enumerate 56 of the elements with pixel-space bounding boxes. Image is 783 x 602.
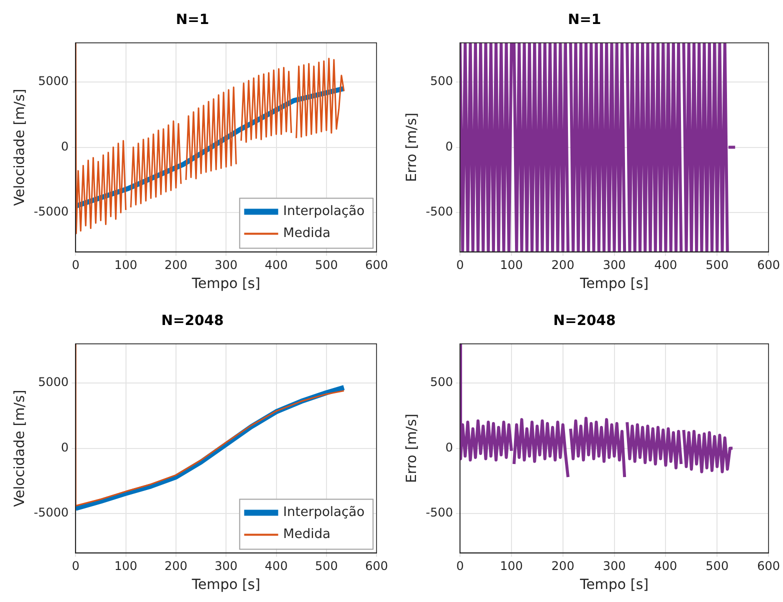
y-tick-label: -5000 bbox=[34, 204, 69, 219]
y-tick-label: -500 bbox=[426, 506, 454, 520]
x-tick-label: 100 bbox=[500, 258, 523, 272]
chart-title: N=2048 bbox=[161, 313, 224, 330]
y-tick-label: -5000 bbox=[34, 506, 69, 520]
x-tick-label: 300 bbox=[214, 258, 238, 272]
x-tick-label: 200 bbox=[551, 258, 574, 272]
y-tick-label: 5000 bbox=[38, 74, 69, 88]
y-tick-label: 500 bbox=[430, 375, 454, 390]
x-axis-title: Tempo [s] bbox=[190, 276, 260, 292]
x-tick-label: 500 bbox=[314, 258, 338, 272]
y-tick-label: 5000 bbox=[38, 375, 69, 390]
y-axis-title: Velocidade [m/s] bbox=[12, 88, 28, 206]
x-tick-label: 500 bbox=[706, 559, 729, 574]
y-axis-title: Velocidade [m/s] bbox=[12, 390, 28, 507]
x-tick-label: 200 bbox=[164, 559, 188, 574]
x-tick-label: 400 bbox=[654, 258, 678, 272]
chart-title: N=2048 bbox=[553, 313, 616, 330]
x-tick-label: 0 bbox=[456, 258, 464, 272]
x-tick-label: 500 bbox=[706, 258, 729, 272]
y-axis-title: Erro [m/s] bbox=[404, 112, 420, 182]
legend-label: Interpolação bbox=[283, 505, 365, 520]
x-axis-title: Tempo [s] bbox=[579, 577, 649, 594]
chart-title: N=1 bbox=[176, 12, 210, 28]
x-tick-label: 0 bbox=[72, 559, 80, 574]
x-axis-title: Tempo [s] bbox=[579, 276, 649, 292]
x-tick-label: 300 bbox=[214, 559, 238, 574]
x-tick-label: 500 bbox=[314, 559, 338, 574]
x-tick-label: 600 bbox=[757, 258, 780, 272]
x-tick-label: 600 bbox=[365, 559, 388, 574]
x-tick-label: 0 bbox=[456, 559, 464, 574]
y-tick-label: 0 bbox=[61, 440, 69, 454]
x-tick-label: 600 bbox=[757, 559, 780, 574]
x-tick-label: 400 bbox=[264, 258, 288, 272]
chart-title: N=1 bbox=[568, 12, 602, 28]
x-tick-label: 400 bbox=[654, 559, 678, 574]
x-tick-label: 0 bbox=[72, 258, 80, 272]
x-axis-title: Tempo [s] bbox=[190, 577, 260, 594]
y-tick-label: -500 bbox=[426, 204, 454, 219]
x-tick-label: 600 bbox=[365, 258, 388, 272]
legend-label: Interpolação bbox=[283, 204, 365, 220]
y-tick-label: 0 bbox=[445, 440, 454, 454]
legend-label: Medida bbox=[283, 226, 330, 242]
x-tick-label: 300 bbox=[602, 559, 626, 574]
x-tick-label: 200 bbox=[551, 559, 574, 574]
legend-label: Medida bbox=[283, 527, 330, 542]
y-axis-title: Erro [m/s] bbox=[404, 414, 420, 484]
x-tick-label: 200 bbox=[164, 258, 188, 272]
x-tick-label: 100 bbox=[500, 559, 523, 574]
y-tick-label: 0 bbox=[61, 139, 69, 154]
x-tick-label: 100 bbox=[114, 258, 138, 272]
x-tick-label: 100 bbox=[114, 559, 138, 574]
y-tick-label: 0 bbox=[445, 139, 454, 154]
y-tick-label: 500 bbox=[430, 74, 454, 88]
x-tick-label: 400 bbox=[264, 559, 288, 574]
x-tick-label: 300 bbox=[602, 258, 626, 272]
